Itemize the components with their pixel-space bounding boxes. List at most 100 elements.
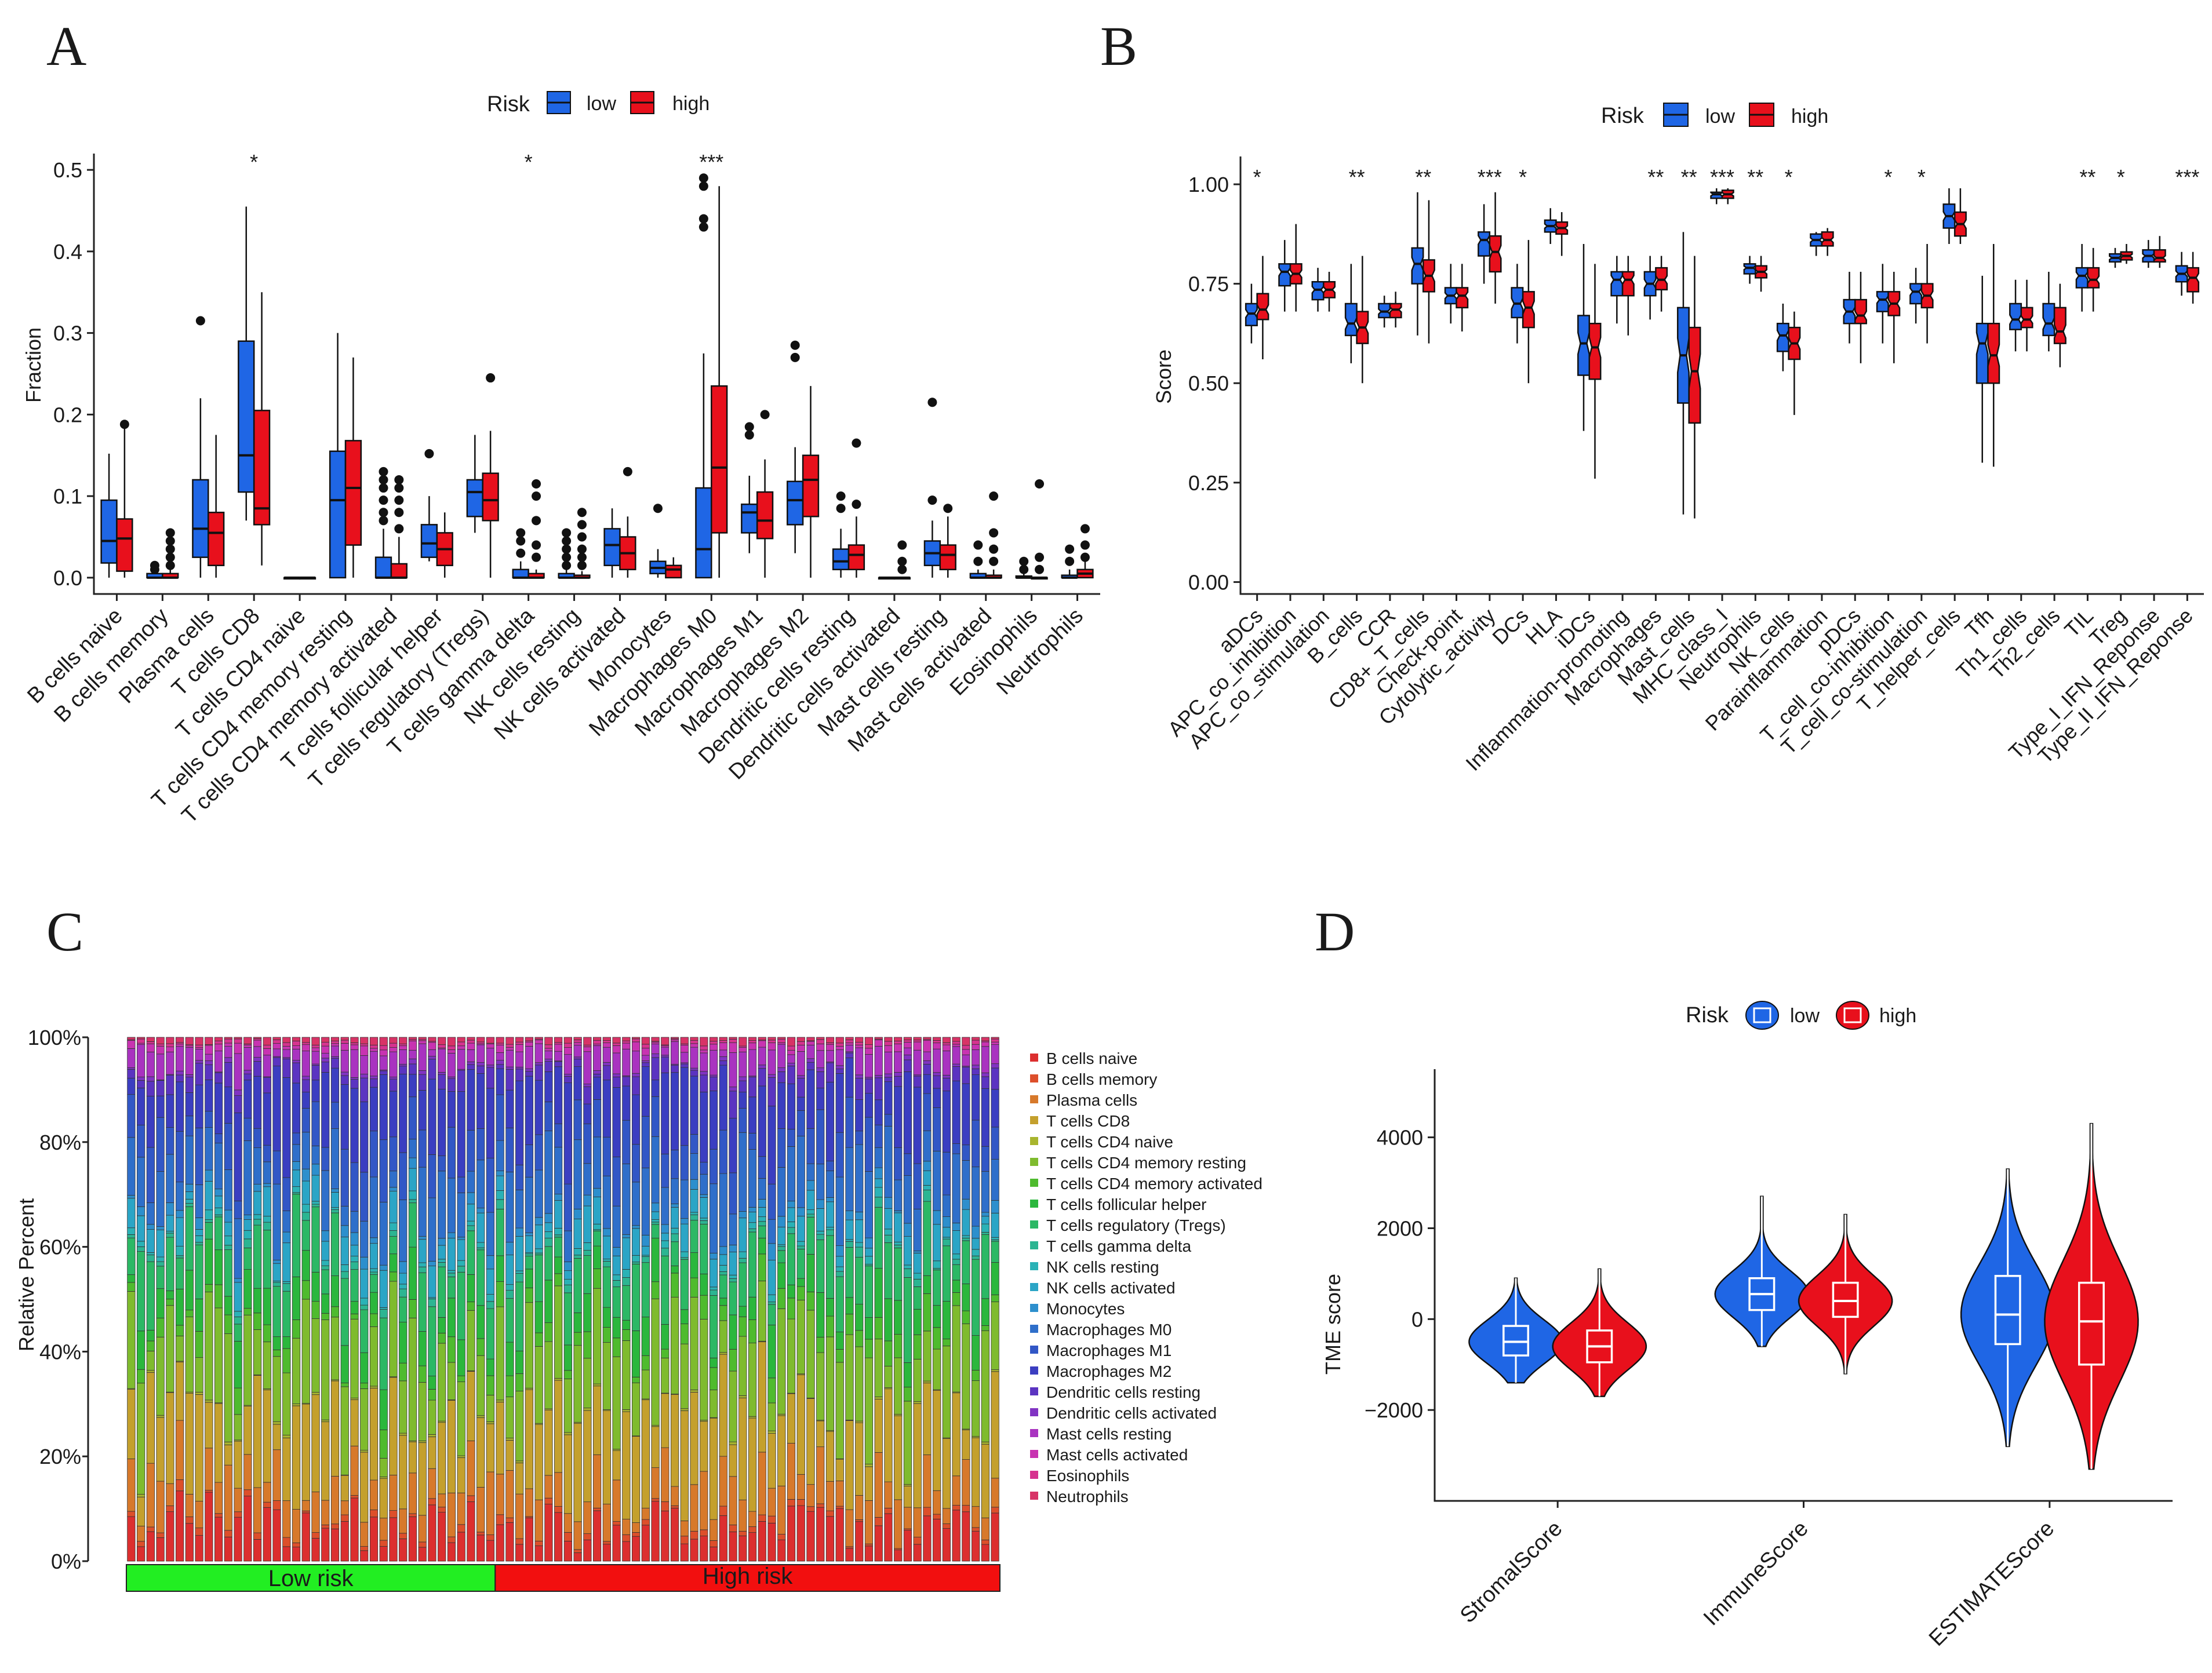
stack-segment (137, 1526, 145, 1542)
stack-segment (496, 1524, 504, 1562)
stack-segment (670, 1227, 679, 1234)
stack-segment (651, 1467, 660, 1499)
stack-segment (292, 1082, 301, 1133)
stack-segment (981, 1216, 989, 1224)
stack-segment (622, 1164, 631, 1235)
stack-segment (767, 1302, 776, 1305)
stack-segment (340, 1084, 349, 1150)
stack-segment (651, 1202, 660, 1212)
stack-segment (418, 1266, 427, 1273)
stack-segment (457, 1037, 465, 1043)
outlier-point (394, 475, 404, 484)
stack-segment (360, 1297, 369, 1306)
stack-segment (748, 1043, 757, 1050)
stack-segment (864, 1048, 874, 1055)
stack-segment (166, 1127, 174, 1155)
stack-segment (175, 1044, 184, 1047)
stack-segment (874, 1075, 883, 1078)
stack-segment (758, 1226, 766, 1238)
stack-segment (874, 1147, 883, 1168)
high-risk-label: High risk (703, 1563, 794, 1589)
stack-segment (573, 1209, 582, 1219)
stack-segment (234, 1511, 242, 1518)
stack-segment (457, 1382, 465, 1456)
legend-c-swatch (1030, 1054, 1038, 1062)
stack-segment (796, 1207, 805, 1217)
stack-segment (534, 1134, 543, 1171)
stack-segment (438, 1037, 446, 1045)
stack-segment (903, 1264, 912, 1269)
stack-segment (195, 1084, 203, 1128)
stack-segment (438, 1071, 446, 1075)
stack-segment (321, 1045, 330, 1054)
stack-segment (447, 1232, 456, 1239)
stack-segment (137, 1125, 145, 1158)
stack-segment (903, 1268, 912, 1278)
stack-segment (651, 1281, 660, 1299)
stack-segment (563, 1037, 572, 1044)
stack-segment (709, 1037, 718, 1042)
stack-segment (447, 1492, 456, 1537)
stack-segment (777, 1044, 786, 1068)
legend-d-high-swatch (1836, 1001, 1869, 1030)
stack-segment (369, 1037, 379, 1045)
stack-segment (438, 1512, 446, 1562)
stack-segment (583, 1086, 592, 1105)
stack-segment (496, 1514, 504, 1525)
stack-segment (292, 1186, 301, 1193)
stack-segment (874, 1525, 883, 1562)
stack-segment (845, 1314, 854, 1335)
stack-segment (622, 1409, 631, 1412)
stack-segment (913, 1163, 922, 1209)
stack-segment (767, 1522, 776, 1562)
stack-segment (864, 1357, 874, 1464)
stack-segment (476, 1212, 485, 1243)
stack-segment (602, 1307, 611, 1328)
stack-segment (700, 1529, 708, 1536)
stack-segment (156, 1080, 165, 1096)
stack-segment (806, 1506, 815, 1512)
stack-segment (127, 1040, 136, 1049)
stack-segment (923, 1170, 932, 1186)
stack-segment (670, 1150, 679, 1179)
stack-segment (301, 1404, 310, 1501)
stack-segment (496, 1209, 504, 1256)
stack-segment (205, 1492, 213, 1562)
stack-segment (593, 1383, 602, 1387)
stack-segment (894, 1212, 903, 1242)
stack-segment (622, 1048, 631, 1076)
stack-segment (719, 1056, 727, 1061)
stack-segment (680, 1037, 689, 1044)
stack-segment (486, 1269, 495, 1295)
stack-segment (311, 1532, 320, 1539)
stack-segment (525, 1517, 533, 1562)
stack-segment (321, 1241, 330, 1261)
stack-segment (418, 1442, 427, 1516)
stack-segment (729, 1052, 737, 1088)
stack-segment (806, 1209, 815, 1215)
stack-segment (962, 1238, 970, 1241)
box-high (2053, 307, 2067, 344)
stack-segment (515, 1080, 524, 1165)
stack-segment (340, 1225, 349, 1238)
stack-segment (700, 1471, 708, 1530)
stack-segment (175, 1361, 184, 1421)
stack-segment (389, 1077, 398, 1080)
stack-segment (767, 1183, 776, 1220)
stack-segment (874, 1207, 883, 1269)
stack-segment (263, 1183, 271, 1187)
stack-segment (903, 1059, 912, 1072)
stack-segment (796, 1474, 805, 1500)
stack-segment (903, 1530, 912, 1562)
stack-segment (612, 1156, 621, 1207)
stack-segment (563, 1292, 572, 1346)
stack-segment (127, 1274, 136, 1283)
stack-segment (234, 1218, 242, 1279)
outlier-point (744, 430, 754, 440)
stack-segment (845, 1239, 854, 1242)
stack-segment (670, 1505, 679, 1508)
stack-segment (166, 1231, 174, 1234)
stack-segment (243, 1047, 252, 1071)
stack-segment (952, 1037, 961, 1042)
stack-segment (942, 1091, 951, 1153)
